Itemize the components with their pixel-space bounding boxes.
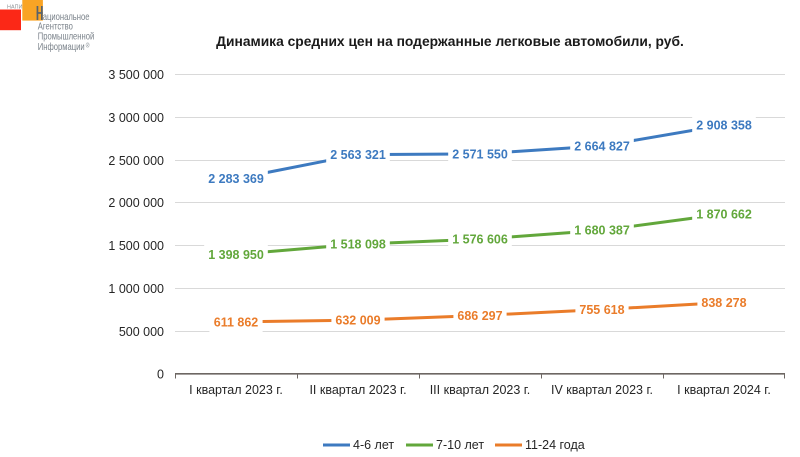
svg-text:3 000 000: 3 000 000 — [108, 111, 164, 125]
svg-text:11-24 года: 11-24 года — [525, 438, 585, 452]
svg-text:3 500 000: 3 500 000 — [108, 68, 164, 82]
svg-text:Промышленной: Промышленной — [38, 31, 94, 42]
svg-text:Динамика средних цен на подерж: Динамика средних цен на подержанные легк… — [216, 34, 684, 49]
svg-text:1 680 387: 1 680 387 — [574, 224, 630, 238]
svg-text:611 862: 611 862 — [214, 315, 259, 329]
svg-text:I квартал 2024 г.: I квартал 2024 г. — [677, 383, 771, 397]
svg-text:838 278: 838 278 — [701, 296, 746, 310]
svg-text:2 908 358: 2 908 358 — [696, 118, 752, 132]
svg-text:III квартал 2023 г.: III квартал 2023 г. — [430, 383, 531, 397]
svg-text:2 000 000: 2 000 000 — [108, 196, 164, 210]
svg-text:2 571 550: 2 571 550 — [452, 147, 508, 161]
svg-text:2 500 000: 2 500 000 — [108, 154, 164, 168]
svg-text:II квартал 2023 г.: II квартал 2023 г. — [309, 383, 406, 397]
svg-text:Информации: Информации — [38, 41, 85, 52]
svg-text:0: 0 — [157, 368, 164, 382]
svg-text:686 297: 686 297 — [457, 309, 502, 323]
svg-text:632 009: 632 009 — [335, 314, 380, 328]
svg-text:1 398 950: 1 398 950 — [208, 248, 264, 262]
svg-text:НАПИ: НАПИ — [7, 5, 23, 11]
svg-text:755 618: 755 618 — [579, 303, 624, 317]
svg-text:7-10 лет: 7-10 лет — [436, 438, 484, 452]
svg-text:4-6 лет: 4-6 лет — [353, 438, 394, 452]
svg-text:1 518 098: 1 518 098 — [330, 238, 386, 252]
svg-text:2 563 321: 2 563 321 — [330, 148, 386, 162]
svg-text:2 664 827: 2 664 827 — [574, 139, 630, 153]
svg-text:1 500 000: 1 500 000 — [108, 239, 164, 253]
svg-text:500 000: 500 000 — [119, 325, 164, 339]
svg-text:®: ® — [86, 42, 90, 50]
svg-text:IV квартал 2023 г.: IV квартал 2023 г. — [551, 383, 653, 397]
svg-text:I квартал 2023 г.: I квартал 2023 г. — [189, 383, 283, 397]
svg-text:1 870 662: 1 870 662 — [696, 207, 752, 221]
svg-text:1 576 606: 1 576 606 — [452, 233, 508, 247]
svg-text:Агентство: Агентство — [38, 21, 73, 32]
svg-text:1 000 000: 1 000 000 — [108, 282, 164, 296]
svg-text:ациональное: ациональное — [43, 11, 90, 22]
svg-text:2 283 369: 2 283 369 — [208, 172, 264, 186]
